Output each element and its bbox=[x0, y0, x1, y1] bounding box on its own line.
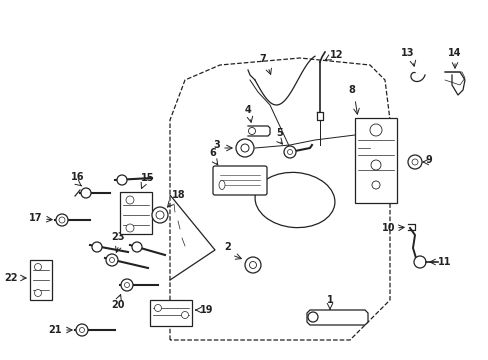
Circle shape bbox=[59, 217, 65, 223]
Text: 7: 7 bbox=[259, 54, 266, 64]
Circle shape bbox=[371, 181, 379, 189]
Circle shape bbox=[407, 155, 421, 169]
Text: 6: 6 bbox=[209, 148, 216, 158]
Circle shape bbox=[126, 196, 134, 204]
Circle shape bbox=[80, 328, 84, 333]
Text: 10: 10 bbox=[381, 223, 394, 233]
Circle shape bbox=[181, 311, 188, 319]
Circle shape bbox=[287, 149, 292, 154]
Text: 12: 12 bbox=[329, 50, 343, 60]
Text: 4: 4 bbox=[244, 105, 251, 115]
Circle shape bbox=[154, 305, 161, 311]
Circle shape bbox=[92, 242, 102, 252]
Bar bbox=[30, 260, 52, 300]
Ellipse shape bbox=[255, 172, 334, 228]
Text: 1: 1 bbox=[326, 295, 333, 305]
Text: 18: 18 bbox=[172, 190, 185, 200]
Circle shape bbox=[248, 127, 255, 135]
Text: 16: 16 bbox=[71, 172, 84, 182]
Circle shape bbox=[56, 214, 68, 226]
Text: 15: 15 bbox=[141, 173, 154, 183]
Text: 3: 3 bbox=[213, 140, 220, 150]
Text: 14: 14 bbox=[447, 48, 461, 58]
Circle shape bbox=[307, 312, 317, 322]
Circle shape bbox=[76, 324, 88, 336]
Text: 23: 23 bbox=[111, 232, 124, 242]
Ellipse shape bbox=[219, 180, 224, 189]
Circle shape bbox=[411, 159, 417, 165]
Circle shape bbox=[236, 139, 253, 157]
Bar bbox=[120, 192, 152, 234]
Circle shape bbox=[370, 160, 380, 170]
Circle shape bbox=[117, 175, 127, 185]
Circle shape bbox=[35, 264, 41, 270]
Polygon shape bbox=[306, 310, 367, 325]
Text: 21: 21 bbox=[48, 325, 62, 335]
Text: 20: 20 bbox=[111, 300, 124, 310]
Circle shape bbox=[106, 254, 118, 266]
Text: 5: 5 bbox=[276, 128, 283, 138]
Text: 13: 13 bbox=[401, 48, 414, 58]
Circle shape bbox=[124, 283, 129, 288]
Circle shape bbox=[249, 261, 256, 269]
Circle shape bbox=[244, 257, 261, 273]
Bar bbox=[150, 300, 192, 326]
Text: 17: 17 bbox=[28, 213, 42, 223]
Circle shape bbox=[156, 211, 163, 219]
Circle shape bbox=[132, 242, 142, 252]
Text: 9: 9 bbox=[424, 155, 431, 165]
Circle shape bbox=[109, 257, 114, 262]
Text: 22: 22 bbox=[4, 273, 18, 283]
Circle shape bbox=[121, 279, 133, 291]
Circle shape bbox=[413, 256, 425, 268]
Text: 2: 2 bbox=[224, 242, 231, 252]
Text: 19: 19 bbox=[200, 305, 213, 315]
FancyBboxPatch shape bbox=[213, 166, 266, 195]
Circle shape bbox=[369, 124, 381, 136]
Circle shape bbox=[284, 146, 295, 158]
Circle shape bbox=[126, 224, 134, 232]
Text: 8: 8 bbox=[348, 85, 355, 95]
Circle shape bbox=[152, 207, 168, 223]
Circle shape bbox=[35, 289, 41, 297]
Bar bbox=[354, 118, 396, 203]
Circle shape bbox=[241, 144, 248, 152]
Text: 11: 11 bbox=[437, 257, 450, 267]
Circle shape bbox=[81, 188, 91, 198]
